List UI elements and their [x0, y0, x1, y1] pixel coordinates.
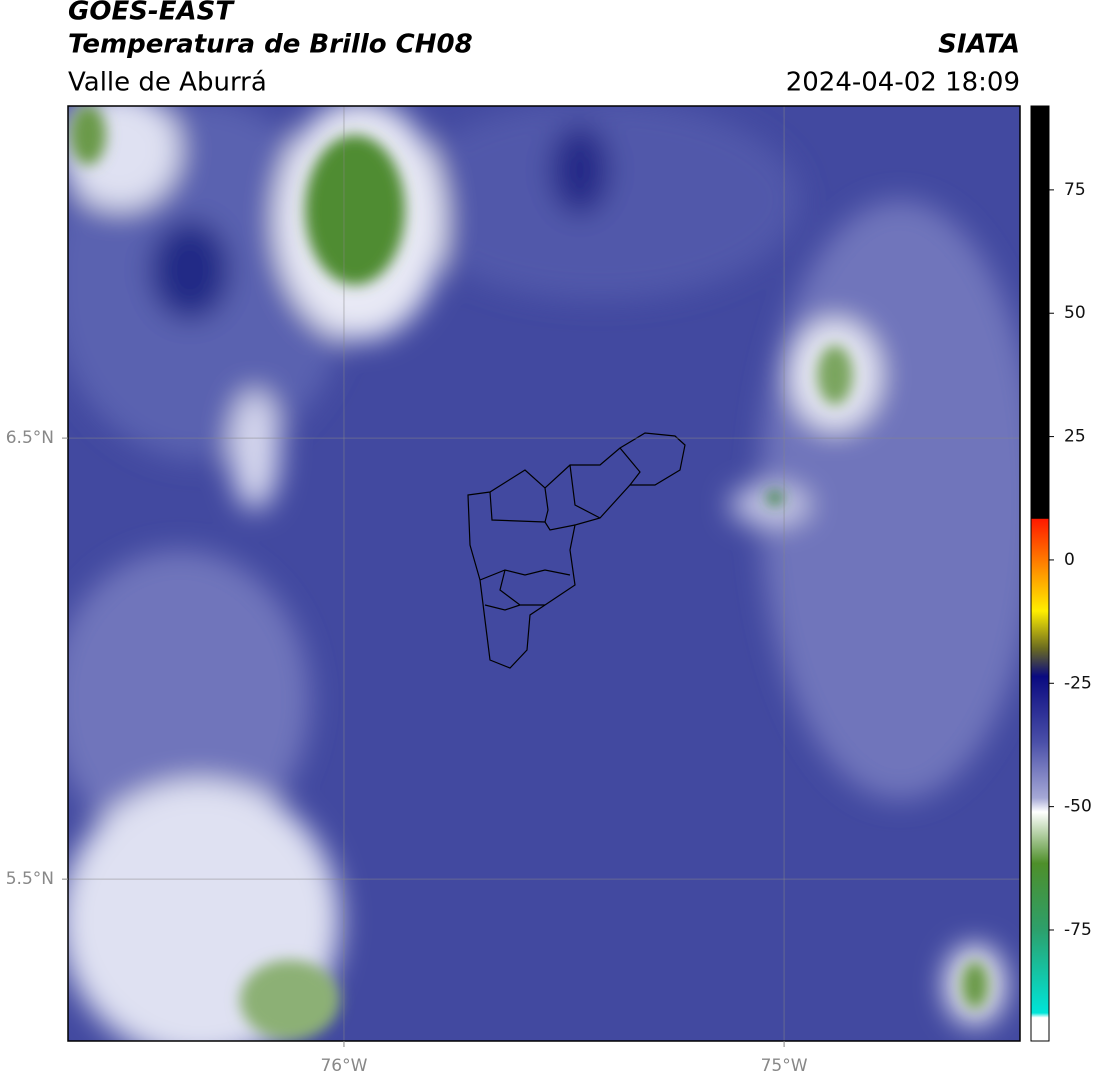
source: SIATA — [938, 30, 1020, 60]
colorbar-tick-label: -25 — [1064, 673, 1092, 693]
title: GOES-EAST — [68, 0, 235, 27]
grid — [68, 106, 1020, 1041]
subtitle: Temperatura de Brillo CH08 — [68, 30, 473, 60]
map-frame — [67, 105, 1021, 1042]
region: Valle de Aburrá — [68, 68, 267, 98]
map-field — [68, 106, 1020, 1041]
y-tick-label: 6.5°N — [6, 428, 54, 448]
colorbar-tick-label: 0 — [1064, 550, 1075, 570]
colorbar-tick-label: 50 — [1064, 303, 1086, 323]
x-tick-label: 76°W — [320, 1056, 367, 1076]
x-tick-label: 75°W — [761, 1056, 808, 1076]
colorbar-tick-label: -50 — [1064, 797, 1092, 817]
municipal-boundaries — [467, 432, 686, 669]
colorbar — [1030, 105, 1050, 1042]
colorbar-tick-label: 25 — [1064, 427, 1086, 447]
y-tick-label: 5.5°N — [6, 869, 54, 889]
colorbar-tick-label: -75 — [1064, 920, 1092, 940]
colorbar-tick-label: 75 — [1064, 180, 1086, 200]
datetime: 2024-04-02 18:09 — [786, 68, 1020, 98]
